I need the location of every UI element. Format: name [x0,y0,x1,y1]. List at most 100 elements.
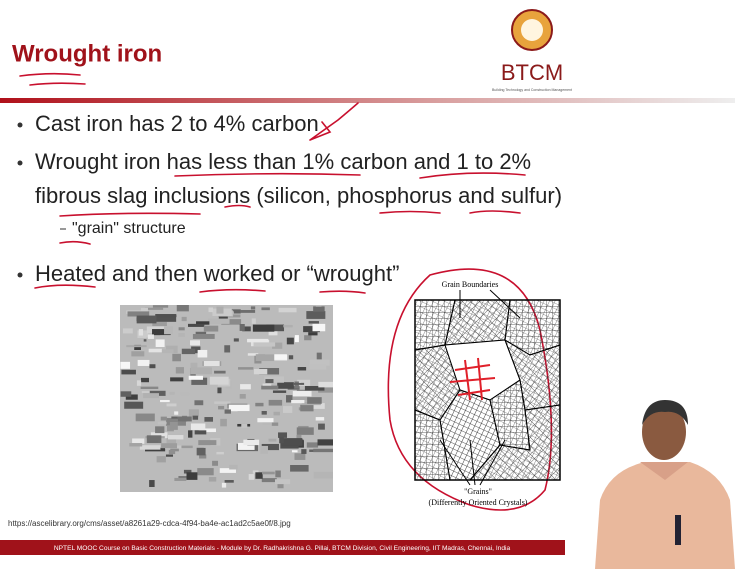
texture [289,355,293,359]
bullet-dot [18,161,23,166]
texture [272,423,278,426]
figure-label: (Differently Oriented Crystals) [429,498,528,507]
texture [182,349,195,354]
texture [220,419,227,426]
texture [261,307,269,310]
texture [318,382,333,387]
texture [149,364,155,368]
texture [297,427,314,434]
texture [313,449,333,452]
bullet-text: Wrought iron has less than 1% carbon and… [35,149,531,174]
texture [169,450,175,454]
texture [170,377,183,381]
texture [204,326,218,332]
texture [265,379,273,383]
texture [180,393,189,395]
texture [132,438,144,443]
texture [238,367,253,370]
texture [222,483,226,488]
texture [283,406,292,413]
texture [309,321,319,323]
footer: NPTEL MOOC Course on Basic Construction … [54,545,511,552]
texture [149,349,162,353]
texture [262,411,267,415]
texture [171,417,178,419]
texture [176,367,184,373]
texture [197,448,206,455]
texture [136,414,155,422]
texture [316,417,324,420]
texture [190,340,200,345]
texture [188,430,192,437]
texture [290,465,309,472]
texture [229,465,237,470]
texture [195,430,207,434]
texture [137,316,157,324]
texture [282,438,303,446]
source: https://ascelibrary.org/cms/asset/a8261a… [8,519,291,528]
texture [279,437,284,443]
texture [174,478,186,481]
texture [243,440,259,445]
presenter [595,400,735,569]
texture [314,472,333,478]
texture [193,334,215,339]
sub-bullet-text: "grain" structure [72,220,186,237]
slide: Wrought iron BTCM Building Technology an… [0,0,735,569]
texture [179,327,185,330]
texture [198,440,216,445]
texture [300,405,313,412]
texture [291,400,304,403]
texture [129,443,142,446]
texture [273,412,279,416]
texture [283,325,292,327]
texture [249,474,255,480]
texture [148,440,158,442]
texture [217,388,221,394]
texture [253,325,274,332]
texture [170,392,175,395]
grain-diagram [415,290,560,485]
texture [307,442,318,447]
texture [234,338,239,341]
texture [178,333,185,337]
texture [294,381,298,388]
title: Wrought iron [12,40,162,67]
texture [209,477,216,482]
texture [298,367,306,370]
texture [190,367,212,374]
texture [204,417,213,422]
texture [178,416,192,421]
texture [170,422,178,430]
texture [313,306,325,311]
texture [182,317,187,321]
texture [312,324,325,331]
texture [168,435,183,439]
texture [225,480,234,483]
texture [198,350,208,358]
texture [256,354,274,361]
texture [194,400,203,405]
texture [241,424,247,428]
texture [255,403,263,406]
texture [131,351,144,356]
texture [137,380,141,385]
texture [292,450,298,452]
texture [210,377,229,385]
texture [153,305,168,308]
texture [148,334,154,339]
texture [208,308,213,313]
texture [123,328,133,333]
texture [293,391,312,396]
texture [304,335,311,340]
texture [162,349,174,353]
texture [224,345,230,352]
texture [160,400,170,402]
texture [167,403,177,406]
texture [273,390,286,392]
texture [269,400,282,406]
texture [158,422,167,425]
texture [143,393,159,398]
logo-caption: Building Technology and Construction Man… [492,88,572,92]
texture [275,479,290,484]
